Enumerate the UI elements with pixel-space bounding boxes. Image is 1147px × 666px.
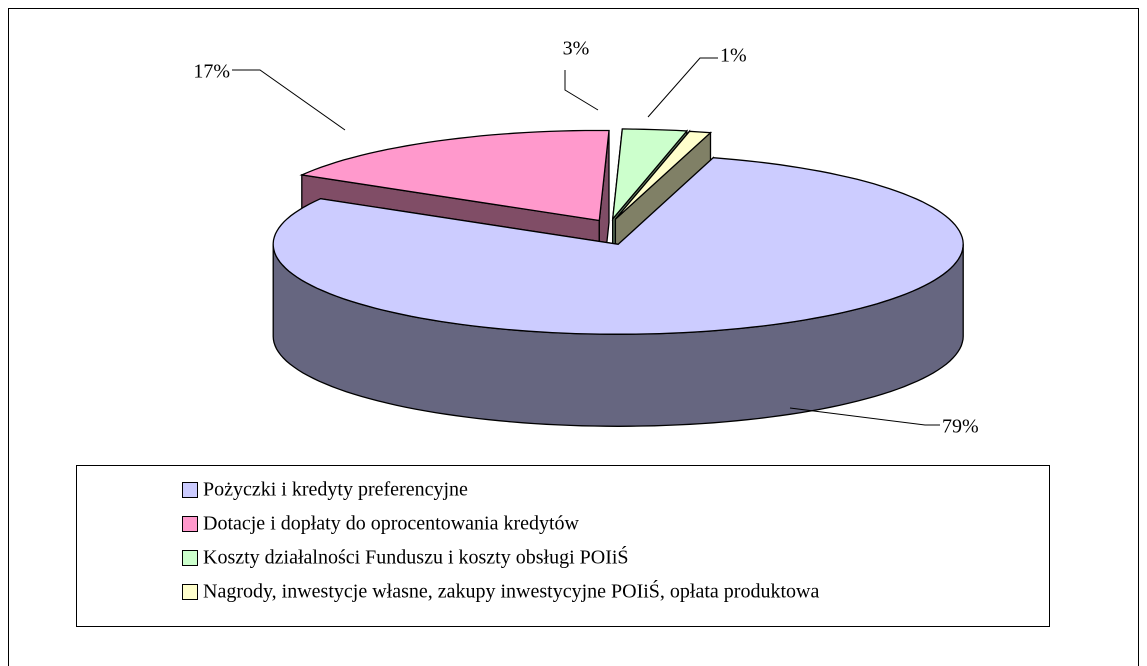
- legend-box: [76, 465, 1050, 627]
- data-label: 1%: [720, 45, 747, 67]
- slice: [611, 128, 689, 221]
- legend-swatch: [182, 482, 198, 498]
- legend-label: Koszty działalności Funduszu i koszty ob…: [203, 545, 629, 569]
- data-label: 3%: [563, 38, 590, 60]
- leader-line: [564, 70, 599, 111]
- legend-label: Dotacje i dopłaty do oprocentowania kred…: [203, 513, 580, 535]
- legend-label: Pożyczki i kredyty preferencyjne: [203, 479, 468, 501]
- pie: [272, 128, 964, 427]
- data-label: 17%: [193, 61, 230, 83]
- legend-swatch: [182, 550, 198, 566]
- legend-swatch: [182, 516, 198, 532]
- slice: [272, 157, 964, 335]
- data-label: 79%: [942, 416, 979, 438]
- leader-line: [647, 57, 718, 118]
- legend-label: Nagrody, inwestycje własne, zakupy inwes…: [203, 579, 819, 603]
- legend-swatch: [182, 584, 198, 600]
- slice: [299, 129, 610, 222]
- leader-line: [789, 407, 940, 426]
- slice: [614, 130, 713, 220]
- leader-line: [232, 69, 346, 131]
